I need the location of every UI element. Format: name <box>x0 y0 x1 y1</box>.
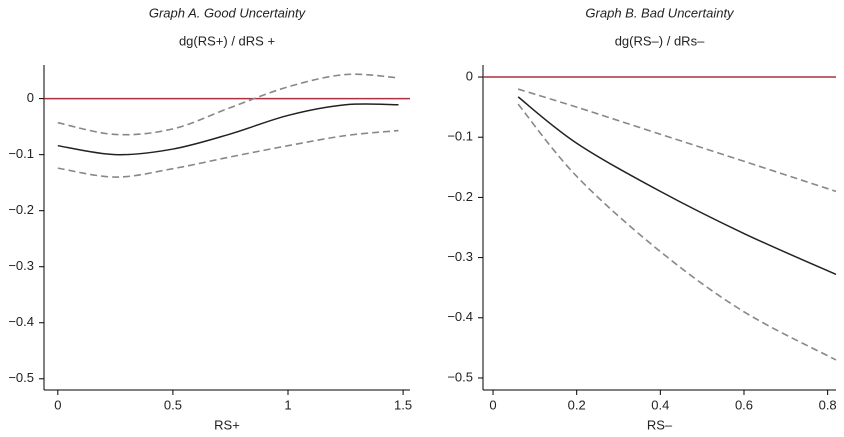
x-tick-label: 1.5 <box>394 397 412 412</box>
y-tick-label: 0 <box>466 68 473 83</box>
estimate-line <box>57 103 399 156</box>
estimate-line <box>517 96 837 276</box>
x-tick-label: 0.4 <box>651 397 669 412</box>
x-tick-label: 1 <box>284 397 291 412</box>
confidence-band <box>57 73 399 136</box>
x-tick-label: 0 <box>54 397 61 412</box>
y-tick-label: −0.1 <box>8 146 34 161</box>
y-tick-label: −0.3 <box>447 249 473 264</box>
x-axis-label: RS– <box>647 417 673 432</box>
y-tick-label: −0.2 <box>8 202 34 217</box>
x-tick-label: 0.2 <box>568 397 586 412</box>
y-tick-label: −0.2 <box>447 189 473 204</box>
y-tick-label: −0.4 <box>447 309 473 324</box>
x-axis-label: RS+ <box>214 417 240 432</box>
x-tick-label: 0.5 <box>164 397 182 412</box>
chart-title: Graph B. Bad Uncertainty <box>585 5 735 20</box>
chart-title: Graph A. Good Uncertainty <box>149 5 307 20</box>
chart-subtitle: dg(RS+) / dRS + <box>179 33 275 48</box>
x-tick-label: 0.6 <box>735 397 753 412</box>
y-tick-label: 0 <box>27 90 34 105</box>
confidence-band <box>517 88 837 193</box>
x-tick-label: 0.8 <box>819 397 837 412</box>
y-tick-label: −0.3 <box>8 258 34 273</box>
confidence-band <box>517 103 837 361</box>
y-tick-label: −0.4 <box>8 314 34 329</box>
y-tick-label: −0.1 <box>447 129 473 144</box>
x-tick-label: 0 <box>489 397 496 412</box>
y-tick-label: −0.5 <box>8 370 34 385</box>
confidence-band <box>57 129 399 178</box>
chart-subtitle: dg(RS–) / dRs– <box>615 33 705 48</box>
y-tick-label: −0.5 <box>447 369 473 384</box>
